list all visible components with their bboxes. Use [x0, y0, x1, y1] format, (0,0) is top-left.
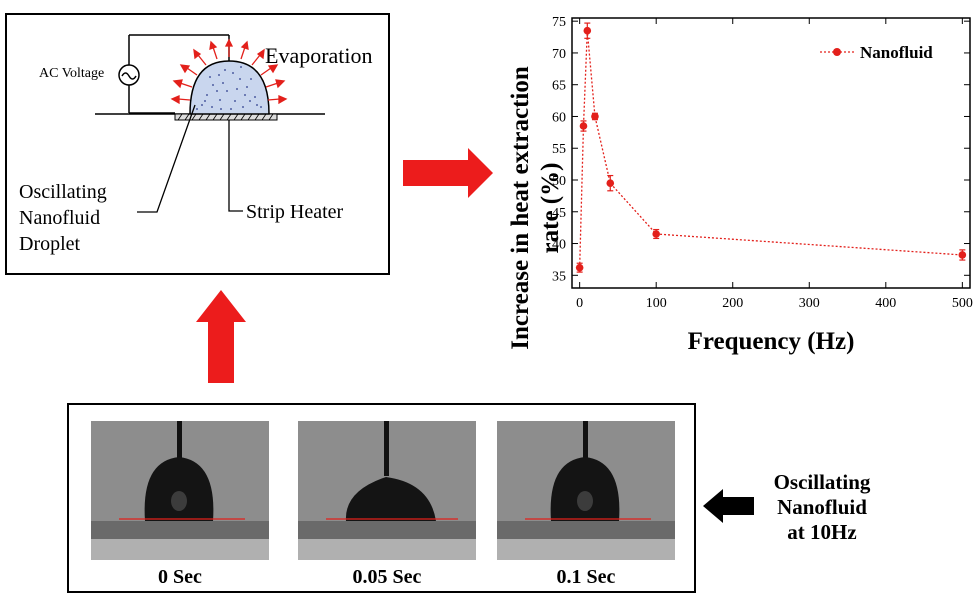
heater-hatch: [177, 113, 274, 121]
strip-heater-label: Strip Heater: [246, 201, 344, 223]
data-point: [583, 26, 592, 35]
up-arrow-icon: [196, 290, 246, 383]
x-tick-label: 500: [952, 296, 973, 311]
data-point: [575, 263, 584, 272]
droplet-photo-image: [497, 421, 675, 560]
x-tick-label: 400: [875, 296, 896, 311]
x-tick-label: 300: [799, 296, 820, 311]
droplet-label-line-3: Droplet: [19, 233, 81, 255]
data-point: [958, 251, 967, 259]
y-axis-label-line-2: rate (%): [537, 163, 564, 254]
right-arrow-icon: [403, 148, 493, 198]
y-tick-label: 60: [552, 110, 566, 125]
droplet-pointer-line: [137, 104, 196, 213]
photo-caption-005s: 0.05 Sec: [352, 566, 422, 588]
x-tick-label: 200: [722, 296, 743, 311]
y-tick-label: 70: [552, 47, 566, 62]
legend-label: Nanofluid: [860, 43, 933, 62]
droplet-photo-005s: [298, 421, 476, 560]
heater-pointer-line: [228, 120, 243, 212]
y-tick-label: 40: [552, 238, 566, 253]
legend-marker: [833, 48, 841, 56]
droplet-photo-01s: [497, 421, 675, 560]
oscillation-label-line-1: Oscillating: [773, 470, 871, 494]
schematic-drawing: [95, 34, 325, 213]
oscillation-label-line-3: at 10Hz: [787, 520, 857, 544]
droplet-particles: [196, 66, 262, 110]
data-point: [579, 122, 588, 130]
data-point: [591, 112, 599, 121]
data-point: [652, 230, 660, 238]
oscillation-label-line-2: Nanofluid: [777, 495, 867, 519]
y-axis-label-line-1: Increase in heat extraction: [507, 66, 534, 350]
ac-voltage-label: AC Voltage: [39, 66, 105, 81]
series-line-nanofluid: [579, 30, 963, 268]
photo-caption-01s: 0.1 Sec: [556, 566, 616, 588]
left-arrow-icon: [703, 489, 754, 523]
y-tick-label: 75: [552, 15, 566, 30]
schematic-panel: AC Voltage Evaporation Oscillating Nanof…: [5, 13, 390, 275]
droplet-label-line-2: Nanofluid: [19, 207, 101, 229]
plot-frame: [571, 17, 971, 289]
droplet-photo-panel: 0 Sec 0.05 Sec 0.1 Sec: [67, 403, 696, 593]
sine-wave-icon: [121, 72, 137, 80]
frequency-chart: 35 40 45 50 55 60 65 70 75 0 100 200 300 400 500 Freque…: [507, 15, 973, 355]
y-tick-label: 35: [552, 269, 566, 284]
photo-caption-0s: 0 Sec: [158, 566, 202, 588]
x-tick-label: 0: [576, 296, 583, 311]
droplet-label-line-1: Oscillating: [19, 181, 107, 203]
y-tick-label: 65: [552, 79, 566, 94]
evaporation-label: Evaporation: [265, 43, 373, 68]
y-tick-label: 55: [552, 142, 566, 157]
data-point: [606, 179, 615, 187]
droplet-photo-0s: [91, 421, 269, 560]
x-axis-label: Frequency (Hz): [688, 328, 855, 355]
y-tick-label: 50: [552, 174, 566, 189]
y-tick-label: 45: [552, 206, 566, 221]
evaporation-arrows: [170, 38, 288, 105]
x-tick-label: 100: [646, 296, 667, 311]
droplet-photo-image: [91, 421, 269, 560]
oscillation-label: Oscillating Nanofluid at 10Hz: [757, 470, 887, 545]
droplet-photo-image: [298, 421, 476, 560]
